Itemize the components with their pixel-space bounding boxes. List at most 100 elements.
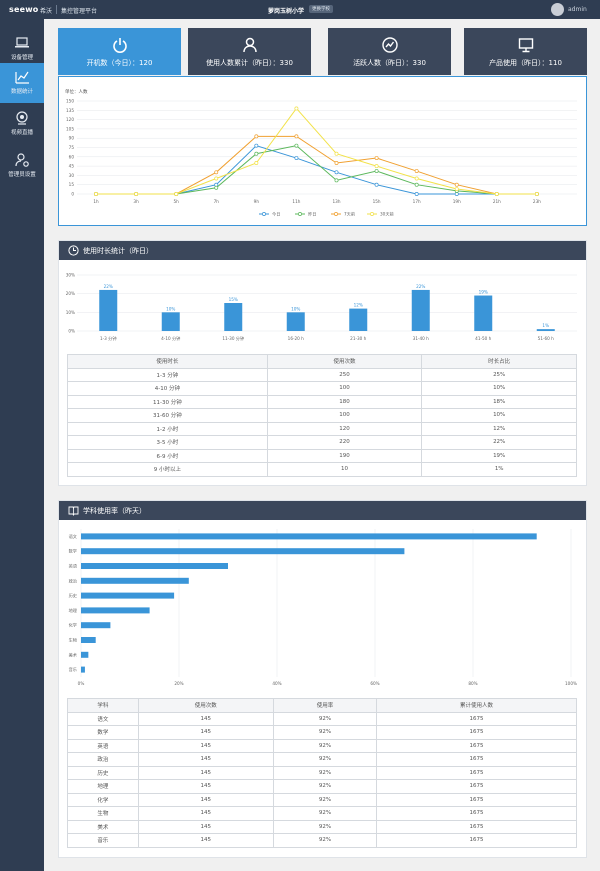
switch-school-button[interactable]: 更换学校 xyxy=(309,5,333,13)
table-cell: 1675 xyxy=(375,711,578,726)
bar-value-label: 22% xyxy=(416,284,425,289)
table-cell: 145 xyxy=(137,725,274,740)
y-tick-label: 20% xyxy=(66,291,75,296)
kpi-label: 开机数（今日）：120 xyxy=(86,59,153,67)
table-header-cell: 累计使用人数 xyxy=(375,698,578,713)
table-row: 11-30 分钟 180 18% xyxy=(67,394,577,409)
y-tick-label: 75 xyxy=(69,145,75,150)
laptop-icon xyxy=(15,37,29,48)
y-tick-label: 105 xyxy=(66,126,74,131)
bar xyxy=(411,289,430,331)
table-cell: 1-2 小时 xyxy=(67,421,268,436)
table-row: 4-10 分钟 100 10% xyxy=(67,381,577,396)
kpi-active-users[interactable]: 活跃人数（昨日）：330 xyxy=(328,28,451,75)
legend-label: 30天前 xyxy=(380,211,394,218)
bar xyxy=(286,312,305,331)
table-cell: 10% xyxy=(421,408,577,423)
bar xyxy=(81,533,537,540)
person-icon xyxy=(242,37,257,53)
table-cell: 145 xyxy=(137,738,274,753)
y-tick-label: 历史 xyxy=(69,592,78,599)
bar-chart-icon xyxy=(15,71,29,84)
sidebar-item-device-management[interactable]: 设备管理 xyxy=(0,29,44,69)
table-header-row: 使用时长 使用次数 时长占比 xyxy=(67,354,577,369)
monitor-icon xyxy=(518,38,533,53)
table-cell: 12% xyxy=(421,421,577,436)
y-tick-label: 地理 xyxy=(69,607,78,613)
sidebar-item-data-statistics[interactable]: 数据统计 xyxy=(0,63,44,103)
activity-icon xyxy=(381,37,398,53)
subject-table: 学科 使用次数 使用率 累计使用人数 语文 145 92% 1675 数学 145 92% 1675 英… xyxy=(67,698,578,848)
table-cell: 92% xyxy=(272,711,377,726)
table-cell: 92% xyxy=(272,819,377,834)
book-icon xyxy=(68,506,79,516)
data-point xyxy=(494,192,499,196)
table-row: 9 小时以上 10 1% xyxy=(67,462,577,477)
table-row: 31-60 分钟 100 10% xyxy=(67,408,577,423)
sidebar-item-admin-settings[interactable]: 管理员设置 xyxy=(0,146,44,186)
table-row: 1-2 小时 120 12% xyxy=(67,421,577,436)
kpi-cumulative-users[interactable]: 使用人数累计（昨日）：330 xyxy=(188,28,311,75)
kpi-label: 使用人数累计（昨日）：330 xyxy=(206,59,293,67)
bar xyxy=(161,312,180,331)
series-line xyxy=(96,145,537,195)
sidebar-item-video-live[interactable]: 视频直播 xyxy=(0,104,44,144)
user-gear-icon xyxy=(15,153,29,167)
x-tick-label: 0% xyxy=(78,681,85,686)
table-cell: 1-3 分钟 xyxy=(67,367,268,382)
y-tick-label: 30% xyxy=(66,273,75,278)
legend-label: 7天前 xyxy=(344,211,355,218)
table-cell: 化学 xyxy=(67,792,139,807)
x-tick-label: 100% xyxy=(565,681,577,686)
data-point xyxy=(374,182,379,187)
username[interactable]: admin xyxy=(568,6,587,13)
x-tick-label: 17h xyxy=(413,199,421,204)
table-cell: 1675 xyxy=(375,819,578,834)
bar xyxy=(536,329,555,331)
y-tick-label: 45 xyxy=(69,164,75,169)
bar-value-label: 12% xyxy=(354,303,363,308)
y-tick-label: 150 xyxy=(66,99,74,104)
sidebar-item-label: 数据统计 xyxy=(10,89,33,95)
kpi-power-on-today[interactable]: 开机数（今日）：120 xyxy=(58,28,181,75)
kpi-product-usage[interactable]: 产品使用（昨日）：110 xyxy=(464,28,587,75)
data-point xyxy=(254,161,259,165)
series-line xyxy=(96,145,537,195)
sidebar-item-label: 管理员设置 xyxy=(8,172,36,178)
bar xyxy=(81,592,175,599)
legend-marker xyxy=(334,212,338,216)
table-cell: 100 xyxy=(266,408,423,423)
x-tick-label: 40% xyxy=(272,681,281,686)
data-point xyxy=(454,187,459,191)
duration-section-header: 使用时长统计（昨日） xyxy=(59,241,586,260)
y-tick-label: 15 xyxy=(69,182,75,187)
data-point xyxy=(454,192,459,196)
table-cell: 120 xyxy=(266,421,423,436)
bar xyxy=(81,637,96,643)
table-cell: 10 xyxy=(266,462,423,477)
duration-table: 使用时长 使用次数 时长占比 1-3 分钟 250 25% 4-10 分钟 100 10% 11-… xyxy=(67,354,577,477)
avatar[interactable] xyxy=(551,3,564,16)
data-point xyxy=(134,192,139,196)
table-cell: 生物 xyxy=(67,806,139,821)
line-chart: 0 15 30 45 60 75 90 105 120 135 150 1h 3h 5h 7h 9h 11h 13… xyxy=(66,99,577,218)
x-tick-label: 20% xyxy=(174,681,183,686)
brand-logo[interactable]: seewo xyxy=(9,5,39,14)
bar xyxy=(474,295,493,331)
x-tick-label: 7h xyxy=(214,199,220,204)
bar xyxy=(81,622,111,629)
data-point xyxy=(294,106,299,111)
table-cell: 145 xyxy=(137,819,274,834)
x-tick-label: 60% xyxy=(370,681,379,686)
top-bar: seewo 希沃 集控管理平台 萝岗玉树小学 更换学校 admin xyxy=(0,0,600,19)
data-point xyxy=(294,156,299,160)
x-tick-label: 51-60 h xyxy=(538,336,554,341)
table-cell: 1675 xyxy=(375,752,578,767)
table-cell: 25% xyxy=(421,367,577,382)
data-point xyxy=(94,192,98,196)
y-tick-label: 数学 xyxy=(69,548,77,555)
table-cell: 145 xyxy=(137,806,274,821)
table-cell: 1675 xyxy=(375,792,578,807)
data-point xyxy=(414,192,419,196)
x-tick-label: 1h xyxy=(93,199,99,204)
